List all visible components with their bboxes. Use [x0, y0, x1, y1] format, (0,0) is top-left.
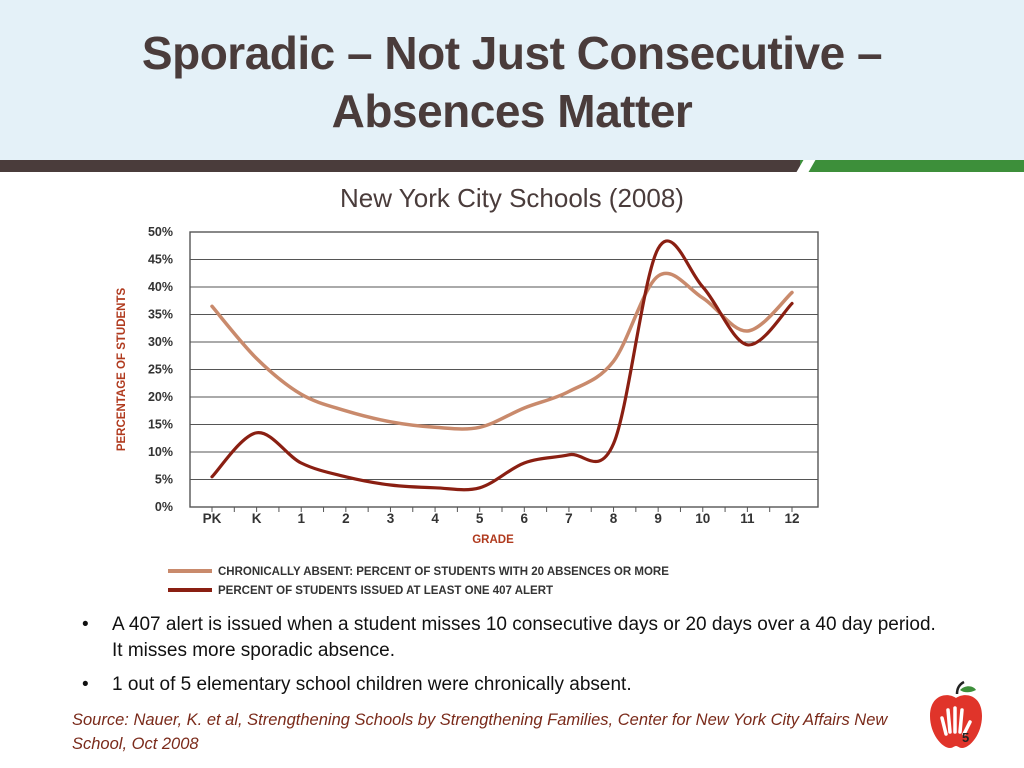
x-tick-label: 11 [740, 511, 755, 526]
x-tick-label: PK [203, 511, 222, 526]
data-point [300, 461, 303, 465]
bullet-list: • A 407 alert is issued when a student m… [80, 612, 940, 706]
data-point [790, 291, 794, 294]
y-tick-labels: 0% 5% 10% 15% 20% 25% 30% 35% 40% 45% 50% [148, 225, 173, 514]
data-point [523, 406, 526, 410]
data-point [433, 486, 437, 489]
header-rule-dark [0, 160, 800, 172]
data-point [255, 431, 258, 434]
data-point [701, 296, 704, 300]
data-point [656, 247, 660, 250]
y-tick-label: 35% [148, 308, 173, 322]
data-point [478, 426, 481, 429]
y-tick-label: 15% [148, 418, 173, 432]
apple-leaf-icon [960, 686, 976, 693]
chart-subtitle: New York City Schools (2008) [340, 183, 684, 213]
data-point [389, 420, 392, 423]
data-point [210, 475, 214, 478]
bullet-marker: • [82, 614, 89, 635]
page-number: 5 [962, 730, 969, 745]
x-tick-labels: PK K 1 2 3 4 5 6 7 8 9 10 11 12 [203, 511, 800, 526]
y-tick-label: 5% [155, 473, 173, 487]
x-tick-label: K [252, 511, 262, 526]
data-point [746, 343, 749, 346]
data-point [344, 409, 348, 412]
y-tick-label: 25% [148, 363, 173, 377]
legend-label: CHRONICALLY ABSENT: PERCENT OF STUDENTS … [218, 566, 669, 578]
bullet-marker: • [82, 674, 89, 695]
y-tick-label: 45% [148, 253, 173, 267]
slide-title: Sporadic – Not Just Consecutive – Absenc… [0, 24, 1024, 140]
x-tick-label: 1 [297, 511, 305, 526]
data-point [656, 274, 660, 278]
x-tick-label: 10 [695, 511, 710, 526]
x-tick-label: 8 [610, 511, 618, 526]
hand-icon [940, 706, 972, 736]
y-tick-label: 50% [148, 225, 173, 239]
data-point [255, 357, 258, 360]
y-tick-label: 0% [155, 500, 173, 514]
x-tick-label: 3 [387, 511, 395, 526]
apple-stem-icon [955, 680, 965, 695]
y-tick-label: 20% [148, 390, 173, 404]
bullet-text: 1 out of 5 elementary school children we… [112, 674, 632, 695]
data-point [612, 442, 615, 445]
data-point [746, 329, 749, 333]
series-line-chronically-absent [210, 271, 794, 431]
x-tick-label: 9 [654, 511, 662, 526]
data-point [790, 302, 794, 305]
x-tick-label: 7 [565, 511, 573, 526]
data-point [567, 390, 571, 393]
legend-label: PERCENT OF STUDENTS ISSUED AT LEAST ONE … [218, 585, 553, 597]
x-tick-label: 5 [476, 511, 484, 526]
y-axis-label: PERCENTAGE OF STUDENTS [116, 287, 128, 451]
absence-line-chart: 0%5%10%15%20%25%30%35%40%45%50% PK K 1 2 3 4 5… [116, 225, 819, 597]
slide-title-line1: Sporadic – Not Just Consecutive – [141, 27, 883, 79]
x-tick-label: 12 [784, 511, 799, 526]
x-tick-label: 4 [431, 511, 439, 526]
x-tick-label: 6 [521, 511, 529, 526]
data-point [478, 486, 481, 489]
data-point [567, 453, 571, 456]
data-point [612, 360, 615, 363]
data-point [523, 461, 526, 465]
chart-legend: CHRONICALLY ABSENT: PERCENT OF STUDENTS … [168, 566, 669, 597]
slide-header: Sporadic – Not Just Consecutive – Absenc… [0, 0, 1024, 160]
bullet-text: A 407 alert is issued when a student mis… [112, 614, 936, 661]
bullet-item: • 1 out of 5 elementary school children … [80, 672, 940, 698]
source-citation: Source: Nauer, K. et al, Strengthening S… [72, 711, 888, 753]
bullet-item: • A 407 alert is issued when a student m… [80, 612, 940, 664]
y-tick-label: 10% [148, 445, 173, 459]
data-point [344, 475, 348, 478]
data-point [389, 483, 392, 487]
data-point [701, 285, 704, 289]
chart-grid [189, 231, 819, 512]
data-point [433, 426, 437, 429]
series-line-407-alert [210, 239, 794, 492]
apple-hand-logo: 5 [930, 680, 982, 748]
data-point [210, 305, 214, 308]
y-tick-label: 30% [148, 335, 173, 349]
slide-title-line2: Absences Matter [331, 85, 693, 137]
x-axis-label: GRADE [472, 534, 514, 546]
x-tick-label: 2 [342, 511, 350, 526]
data-point [300, 393, 303, 396]
y-tick-label: 40% [148, 280, 173, 294]
chart-series [210, 239, 794, 492]
